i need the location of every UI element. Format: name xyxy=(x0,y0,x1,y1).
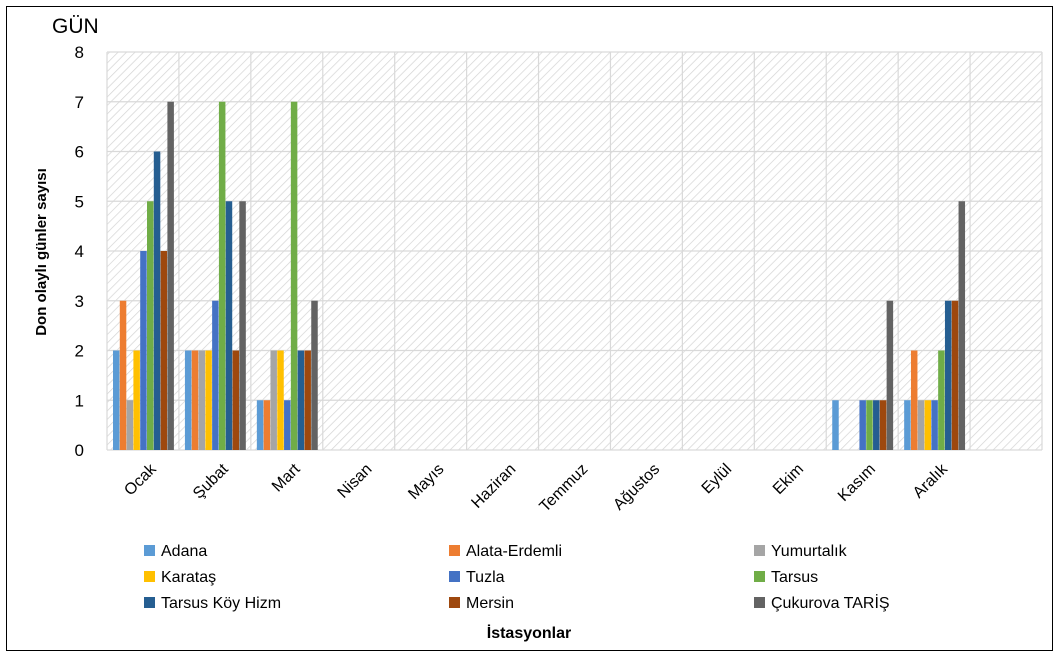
bar xyxy=(119,300,127,450)
x-tick-labels: Ocak Şubat Mart Nisan Mayıs Haziran Temmuz Ağus… xyxy=(121,460,951,515)
bar xyxy=(886,300,894,450)
bar xyxy=(147,201,154,450)
bar xyxy=(256,400,264,450)
legend-label: Adana xyxy=(161,543,207,560)
bars xyxy=(113,101,966,450)
y-axis-title: Don olaylı günler sayısı xyxy=(33,168,50,336)
bar xyxy=(297,350,305,450)
bar xyxy=(277,350,284,450)
legend-label: Tuzla xyxy=(466,569,505,586)
gridlines xyxy=(106,51,1043,451)
bar xyxy=(917,400,925,450)
y-tick-label: 8 xyxy=(75,43,84,62)
bar xyxy=(239,201,246,450)
bar xyxy=(879,400,887,450)
legend-label: Tarsus xyxy=(771,569,818,586)
x-tick-label: Eylül xyxy=(699,461,736,498)
legend-label: Tarsus Köy Hizm xyxy=(161,595,281,612)
legend-swatch xyxy=(144,571,155,582)
y-tick-label: 4 xyxy=(75,242,84,261)
bar xyxy=(910,350,918,450)
bar xyxy=(232,350,240,450)
bar xyxy=(263,400,271,450)
y-tick-label: 0 xyxy=(75,441,84,460)
bar xyxy=(311,300,318,450)
legend-swatch xyxy=(144,545,155,556)
x-tick-label: Ağustos xyxy=(610,461,663,514)
bar xyxy=(270,350,277,450)
y-tick-label: 1 xyxy=(75,391,84,410)
bar xyxy=(859,400,866,450)
x-tick-label: Nisan xyxy=(335,461,376,502)
legend-label: Çukurova TARİŞ xyxy=(771,593,890,612)
y-tick-labels: 0 1 2 3 4 5 6 7 8 xyxy=(75,43,84,460)
x-tick-label: Ocak xyxy=(121,460,160,499)
y-tick-label: 7 xyxy=(75,93,84,112)
x-axis-title: İstasyonlar xyxy=(487,624,571,642)
legend-label: Mersin xyxy=(466,595,514,612)
bar xyxy=(904,400,911,450)
bar xyxy=(126,400,134,450)
x-tick-label: Aralık xyxy=(910,460,952,502)
x-tick-label: Haziran xyxy=(468,461,519,512)
x-tick-label: Kasım xyxy=(835,461,879,505)
bar xyxy=(866,400,873,450)
legend-swatch xyxy=(449,545,460,556)
legend-swatch xyxy=(754,571,765,582)
bar xyxy=(198,350,206,450)
y-tick-label: 3 xyxy=(75,292,84,311)
bar xyxy=(938,350,945,450)
bar xyxy=(284,400,291,450)
x-tick-label: Ekim xyxy=(770,461,807,498)
bar xyxy=(191,350,199,450)
x-tick-label: Mayıs xyxy=(405,461,447,503)
bar xyxy=(184,350,192,450)
legend-swatch xyxy=(449,597,460,608)
bar xyxy=(133,350,140,450)
bar xyxy=(944,300,952,450)
bar xyxy=(832,400,839,450)
unit-label: GÜN xyxy=(52,15,99,38)
bar xyxy=(958,201,966,450)
bar xyxy=(167,101,174,450)
bar xyxy=(304,350,311,450)
legend-swatch xyxy=(754,545,765,556)
bar xyxy=(924,400,932,450)
bar xyxy=(873,400,880,450)
bar xyxy=(160,251,168,450)
legend-swatch xyxy=(754,597,765,608)
y-tick-label: 6 xyxy=(75,143,84,162)
bar xyxy=(140,251,147,450)
bar xyxy=(205,350,212,450)
legend-label: Karataş xyxy=(161,569,216,586)
bar xyxy=(951,300,959,450)
x-tick-label: Şubat xyxy=(190,460,232,502)
legend-label: Yumurtalık xyxy=(771,543,848,560)
legend: Adana Alata-Erdemli Yumurtalık Karataş Tuzla… xyxy=(144,543,890,612)
bar xyxy=(212,300,219,450)
legend-swatch xyxy=(144,597,155,608)
bar xyxy=(225,201,233,450)
legend-label: Alata-Erdemli xyxy=(466,543,562,560)
y-tick-label: 5 xyxy=(75,192,84,211)
legend-swatch xyxy=(449,571,460,582)
bar xyxy=(218,101,226,450)
bar xyxy=(113,350,120,450)
bar xyxy=(931,400,938,450)
x-tick-label: Temmuz xyxy=(537,461,592,516)
bar xyxy=(290,101,298,450)
y-tick-label: 2 xyxy=(75,342,84,361)
bar xyxy=(153,151,161,450)
x-tick-label: Mart xyxy=(269,460,304,495)
